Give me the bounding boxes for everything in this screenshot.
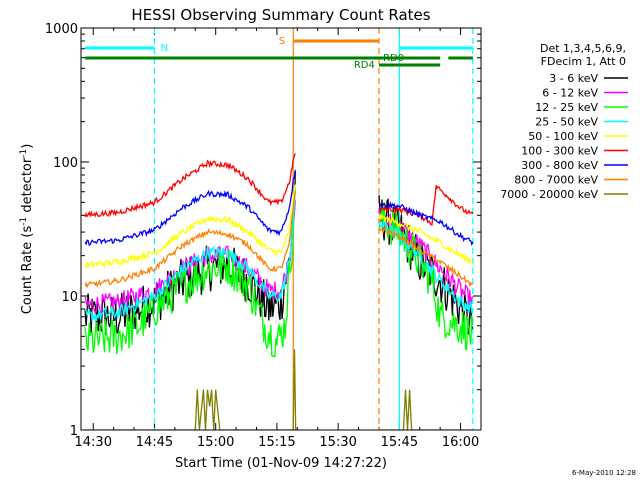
observing-flags-lines [153, 28, 474, 430]
y-tick-label: 100 [53, 156, 78, 171]
legend-label: 300 - 800 keV [521, 159, 598, 172]
chart-title: HESSI Observing Summary Count Rates [131, 6, 430, 24]
observing-flags: N S RD0 RD4 [85, 36, 473, 71]
series-line [378, 214, 474, 266]
series-line [84, 153, 296, 218]
series-line [84, 184, 296, 269]
x-tick-label: 16:00 [442, 435, 479, 450]
series-layer [84, 153, 474, 430]
legend-header: Det 1,3,4,5,6,9, [540, 42, 626, 55]
series-line [378, 226, 474, 288]
y-axis-label: Count Rate (s-1 detector-1) [19, 144, 35, 315]
series-line [379, 389, 473, 430]
flag-label-rd4: RD4 [354, 60, 375, 71]
series-line [85, 349, 297, 430]
series-line [378, 200, 474, 247]
legend-label: 12 - 25 keV [535, 101, 598, 114]
timestamp: 6-May-2010 12:28 [572, 469, 636, 477]
x-axis-label: Start Time (01-Nov-09 14:27:22) [175, 456, 387, 471]
legend-label: 50 - 100 keV [528, 130, 598, 143]
flag-label-rd0: RD0 [383, 53, 404, 64]
series-line [84, 191, 296, 289]
y-tick-label: 1000 [45, 22, 78, 37]
x-tick-label: 14:45 [136, 435, 173, 450]
legend-label: 100 - 300 keV [521, 145, 598, 158]
series-line [378, 195, 474, 335]
legend-label: 6 - 12 keV [542, 87, 598, 100]
legend-header: FDecim 1, Att 0 [541, 55, 626, 68]
x-tick-label: 15:15 [258, 435, 295, 450]
legend-label: 800 - 7000 keV [514, 174, 598, 187]
series-line [84, 171, 296, 336]
plot-frame [80, 27, 482, 431]
x-tick-label: 15:00 [197, 435, 234, 450]
series-line [85, 190, 296, 323]
series-line [378, 185, 474, 226]
x-tick-label: 14:30 [75, 435, 112, 450]
y-tick-label: 10 [61, 290, 78, 305]
y-tick-label: 1 [70, 424, 78, 439]
flag-label-n: N [161, 43, 168, 54]
flag-label-s: S [279, 36, 285, 47]
x-tick-label: 15:45 [381, 435, 418, 450]
ticks-layer: 1 10 100 1000 14:30 14:45 15:00 15:15 15:30 15:45… [45, 22, 481, 450]
x-tick-label: 15:30 [319, 435, 356, 450]
series-line [378, 203, 474, 351]
legend-label: 25 - 50 keV [535, 116, 598, 129]
legend: Det 1,3,4,5,6,9,FDecim 1, Att 0 3 - 6 keV… [500, 42, 628, 201]
series-line [84, 198, 296, 358]
series-line [84, 169, 296, 246]
legend-label: 3 - 6 keV [549, 72, 598, 85]
legend-label: 7000 - 20000 keV [500, 188, 598, 201]
